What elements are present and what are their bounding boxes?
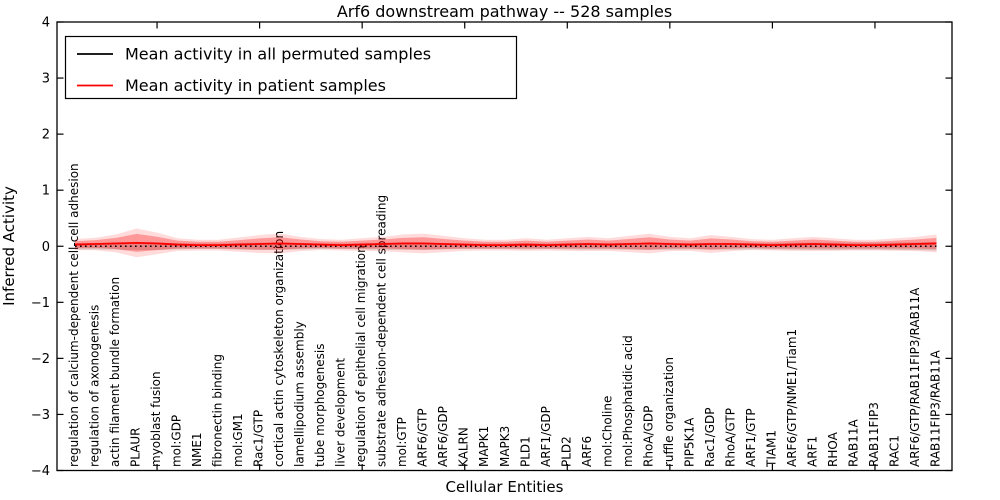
category-label: RhoA/GTP xyxy=(723,408,737,467)
category-label: mol:GM1 xyxy=(231,413,245,467)
category-label: RAC1 xyxy=(887,435,901,467)
legend-box xyxy=(64,35,518,100)
category-label: ARF6 xyxy=(580,436,594,467)
category-label: PLD1 xyxy=(518,436,532,467)
category-label: ARF6/GTP/RAB11FIP3/RAB11A xyxy=(908,287,922,467)
category-label: PLAUR xyxy=(129,427,143,467)
category-label: PIP5K1A xyxy=(682,417,696,467)
y-tick-label: −4 xyxy=(31,464,50,479)
y-tick-label: 3 xyxy=(42,72,50,87)
category-label: ARF6/GDP xyxy=(436,406,450,467)
category-label: ARF6/GTP xyxy=(416,408,430,467)
category-label: ARF1/GDP xyxy=(539,406,553,467)
category-label: Rac1/GDP xyxy=(703,408,717,467)
category-label: RHOA xyxy=(826,431,840,467)
category-label: ruffle organization xyxy=(662,357,676,467)
y-tick-label: 1 xyxy=(42,184,50,199)
category-label: MAPK3 xyxy=(498,426,512,467)
category-label: KALRN xyxy=(457,427,471,467)
y-tick-label: −3 xyxy=(31,408,50,423)
category-label: mol:GTP xyxy=(395,417,409,467)
category-label: ARF6/GTP/NME1/Tiam1 xyxy=(785,329,799,467)
category-label: myoblast fusion xyxy=(149,371,163,467)
y-tick-label: 0 xyxy=(42,240,50,255)
patient-mean-line xyxy=(74,241,937,247)
category-label: fibronectin binding xyxy=(211,354,225,467)
category-label: mol:Phosphatidic acid xyxy=(621,335,635,467)
category-label: cortical actin cytoskeleton organization xyxy=(272,231,286,467)
category-label: RAB11FIP3 xyxy=(867,402,881,467)
legend-label-patient: Mean activity in patient samples xyxy=(125,76,386,95)
category-label: Rac1/GTP xyxy=(252,410,266,467)
category-label: liver development xyxy=(334,358,348,467)
category-label: lamellipodium assembly xyxy=(293,321,307,467)
category-label: TIAM1 xyxy=(764,430,778,468)
category-label: NME1 xyxy=(190,432,204,467)
y-axis-label: Inferred Activity xyxy=(0,186,18,306)
patient-band-outer xyxy=(75,228,937,258)
category-label: RAB11A xyxy=(846,418,860,467)
category-label: MAPK1 xyxy=(477,426,491,467)
category-label: regulation of epithelial cell migration xyxy=(354,245,368,467)
category-label: PLD2 xyxy=(559,436,573,467)
chart-title: Arf6 downstream pathway -- 528 samples xyxy=(337,2,672,21)
category-label: regulation of calcium-dependent cell-cel… xyxy=(67,163,81,467)
patient-band xyxy=(75,233,937,252)
category-label: RhoA/GDP xyxy=(641,406,655,467)
category-label: tube morphogenesis xyxy=(313,344,327,467)
y-tick-label: −1 xyxy=(31,296,50,311)
y-tick-label: 4 xyxy=(42,16,50,31)
category-label: substrate adhesion-dependent cell spread… xyxy=(375,195,389,467)
category-label: RAB11FIP3/RAB11A xyxy=(929,350,943,467)
category-label: regulation of axonogenesis xyxy=(88,305,102,467)
category-label: ARF1 xyxy=(805,436,819,467)
legend: Mean activity in all permuted samples Me… xyxy=(64,35,518,100)
x-axis-label: Cellular Entities xyxy=(446,478,564,496)
y-tick-label: −2 xyxy=(31,352,50,367)
legend-label-permuted: Mean activity in all permuted samples xyxy=(125,45,431,64)
category-label: mol:Choline xyxy=(600,396,614,467)
category-label: mol:GDP xyxy=(170,415,184,467)
y-tick-label: 2 xyxy=(42,128,50,143)
category-label: actin filament bundle formation xyxy=(108,277,122,467)
category-label: ARF1/GTP xyxy=(744,408,758,467)
